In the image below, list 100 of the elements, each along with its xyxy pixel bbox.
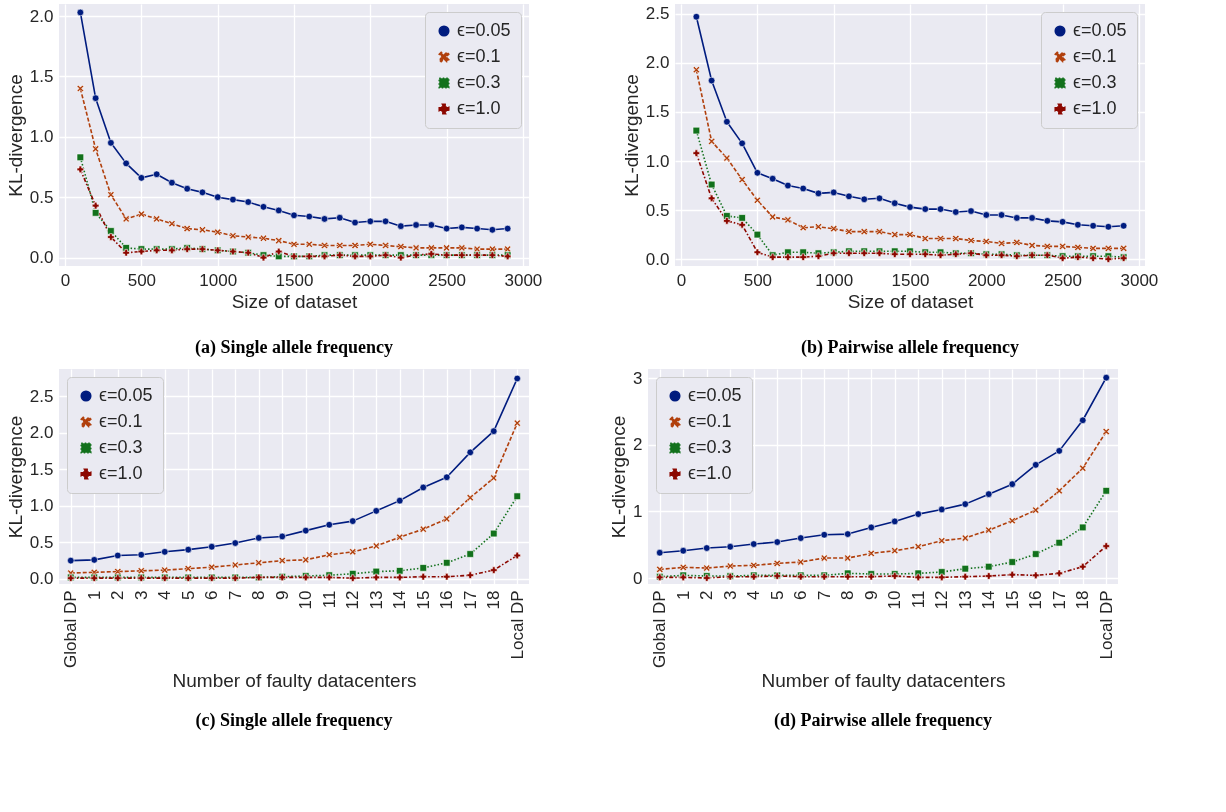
- x-tick-label: 14: [390, 590, 410, 610]
- y-tick-label: 1: [633, 501, 643, 521]
- x-tick-label: 3000: [504, 270, 543, 290]
- x-tick-label: 9: [861, 590, 881, 600]
- x-tick-label: 16: [437, 590, 457, 610]
- x-tick-label: 10: [296, 590, 316, 610]
- y-tick-label: 2.0: [29, 423, 54, 443]
- x-tick-label: 16: [1026, 590, 1046, 610]
- y-tick-label: 0.0: [29, 248, 54, 268]
- y-tick-label: 1.0: [645, 151, 670, 171]
- text: (c) Single allele frequency: [195, 710, 393, 732]
- legend-label: ϵ=0.05: [688, 385, 742, 405]
- x-tick-label: 17: [460, 590, 480, 610]
- x-tick-label: 6: [791, 590, 811, 600]
- x-tick-label: Global DP: [61, 590, 81, 668]
- x-tick-label: 1000: [815, 270, 854, 290]
- x-tick-label: 3000: [1120, 270, 1159, 290]
- legend-label: ϵ=0.05: [1073, 20, 1127, 40]
- y-tick-label: 1.5: [29, 66, 54, 86]
- legend-label: ϵ=1.0: [99, 463, 143, 483]
- y-tick-label: 1.0: [29, 127, 54, 147]
- x-tick-label: 6: [202, 590, 222, 600]
- x-tick-label: 11: [908, 590, 928, 609]
- x-tick-label: 1500: [891, 270, 930, 290]
- legend-label: ϵ=1.0: [688, 463, 732, 483]
- y-tick-label: 0.5: [29, 187, 54, 207]
- y-axis-title: KL-divergence: [608, 415, 630, 539]
- y-tick-label: 0.5: [29, 532, 54, 552]
- x-tick-label: 13: [366, 590, 386, 610]
- x-tick-label: 1: [673, 590, 693, 600]
- x-tick-label: 9: [272, 590, 292, 600]
- x-tick-label: 2500: [1044, 270, 1083, 290]
- x-tick-label: 8: [249, 590, 269, 600]
- y-tick-label: 1.5: [645, 102, 670, 122]
- y-axis-title: KL-divergence: [620, 74, 642, 197]
- x-tick-label: 18: [484, 590, 504, 610]
- y-tick-label: 0.0: [29, 569, 54, 589]
- y-tick-label: 0.5: [645, 200, 670, 220]
- x-tick-label: 4: [744, 590, 764, 600]
- x-tick-label: 1500: [275, 270, 314, 290]
- x-tick-label: 17: [1049, 590, 1069, 610]
- x-axis-title: Number of faulty datacenters: [172, 669, 417, 691]
- x-axis-title: Number of faulty datacenters: [761, 669, 1006, 691]
- legend-label: ϵ=0.3: [1073, 72, 1117, 92]
- x-axis-title: Size of dataset: [847, 290, 975, 312]
- x-tick-label: 12: [343, 590, 363, 610]
- y-tick-label: 1.0: [29, 496, 54, 516]
- legend-label: ϵ=0.3: [688, 437, 732, 457]
- y-tick-label: 2.0: [645, 53, 670, 73]
- legend-label: ϵ=0.3: [99, 437, 143, 457]
- legend-label: ϵ=0.05: [457, 20, 511, 40]
- x-tick-label: 1000: [199, 270, 238, 290]
- y-tick-label: 2.5: [645, 4, 670, 24]
- x-tick-label: 500: [127, 270, 157, 290]
- x-tick-label: 7: [225, 590, 245, 600]
- x-tick-label: 14: [979, 590, 999, 610]
- legend-label: ϵ=0.1: [1073, 46, 1117, 66]
- x-tick-label: 12: [932, 590, 952, 610]
- x-tick-label: 1: [84, 590, 104, 600]
- x-tick-label: 7: [814, 590, 834, 600]
- legend-label: ϵ=0.1: [457, 46, 501, 66]
- y-axis-title: KL-divergence: [4, 415, 26, 539]
- x-tick-label: Local DP: [1096, 590, 1116, 660]
- y-tick-label: 3: [633, 368, 643, 388]
- legend-label: ϵ=0.3: [457, 72, 501, 92]
- y-tick-label: 2: [633, 435, 643, 455]
- legend-label: ϵ=0.05: [99, 385, 153, 405]
- x-axis-title: Size of dataset: [231, 290, 359, 312]
- legend-label: ϵ=1.0: [1073, 98, 1117, 118]
- y-tick-label: 1.5: [29, 459, 54, 479]
- y-axis-title: KL-divergence: [4, 74, 26, 197]
- x-tick-label: 15: [413, 590, 433, 610]
- x-tick-label: 2000: [967, 270, 1006, 290]
- x-tick-label: 10: [885, 590, 905, 610]
- x-tick-label: 2500: [428, 270, 467, 290]
- x-tick-label: 2: [697, 590, 717, 600]
- y-tick-label: 2.5: [29, 386, 54, 406]
- x-tick-label: 8: [838, 590, 858, 600]
- x-tick-label: 2: [108, 590, 128, 600]
- x-tick-label: 4: [155, 590, 175, 600]
- x-tick-label: 13: [955, 590, 975, 610]
- text: (d) Pairwise allele frequency: [773, 710, 993, 732]
- x-tick-label: 2000: [351, 270, 390, 290]
- x-tick-label: 15: [1002, 590, 1022, 610]
- y-tick-label: 0.0: [645, 249, 670, 269]
- x-tick-label: 11: [319, 590, 339, 609]
- text: (b) Pairwise allele frequency: [800, 337, 1020, 358]
- x-tick-label: Global DP: [650, 590, 670, 668]
- x-tick-label: 3: [131, 590, 151, 600]
- text: (a) Single allele frequency: [194, 337, 394, 358]
- x-tick-label: 0: [676, 270, 687, 290]
- legend-label: ϵ=1.0: [457, 98, 501, 118]
- x-tick-label: 3: [720, 590, 740, 600]
- x-tick-label: 18: [1073, 590, 1093, 610]
- x-tick-label: 500: [743, 270, 773, 290]
- x-tick-label: 0: [60, 270, 71, 290]
- x-tick-label: 5: [178, 590, 198, 600]
- legend-label: ϵ=0.1: [688, 411, 732, 431]
- legend-label: ϵ=0.1: [99, 411, 143, 431]
- x-tick-label: Local DP: [507, 590, 527, 660]
